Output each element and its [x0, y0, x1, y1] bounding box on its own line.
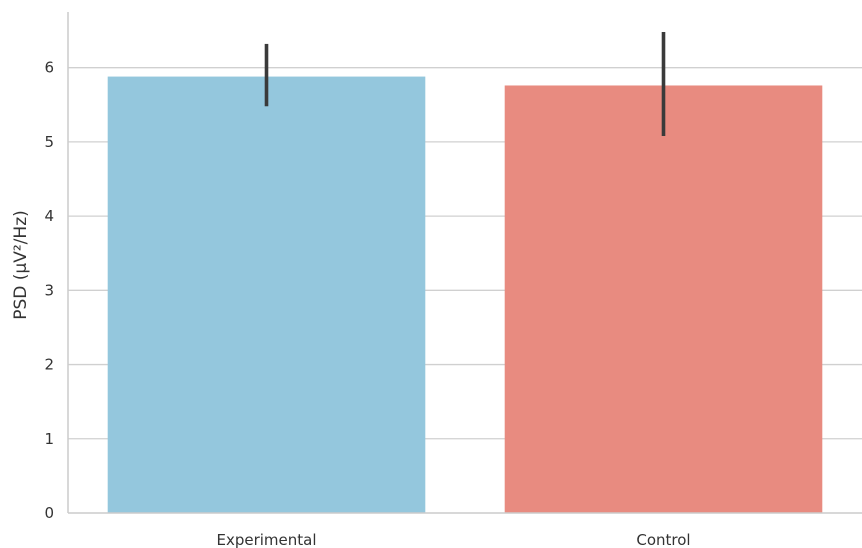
axes	[67, 12, 862, 514]
y-tick-label-0: 0	[44, 504, 54, 522]
y-tick-label-2: 2	[44, 356, 54, 374]
y-tick-label-3: 3	[44, 281, 54, 299]
y-tick-label-1: 1	[44, 430, 54, 448]
bars	[107, 76, 823, 513]
error-bars	[264, 32, 666, 136]
bar-control	[504, 85, 823, 513]
y-tick-label-5: 5	[44, 133, 54, 151]
y-tick-labels: 0 1 2 3 4 5 6	[44, 59, 54, 522]
x-tick-label-experimental: Experimental	[216, 531, 316, 548]
bar-experimental	[107, 76, 426, 513]
x-tick-label-control: Control	[636, 531, 690, 548]
y-tick-label-4: 4	[44, 207, 54, 225]
y-axis-label: PSD (μV²/Hz)	[11, 210, 31, 320]
y-tick-label-6: 6	[44, 59, 54, 77]
x-tick-labels: Experimental Control	[216, 531, 690, 548]
